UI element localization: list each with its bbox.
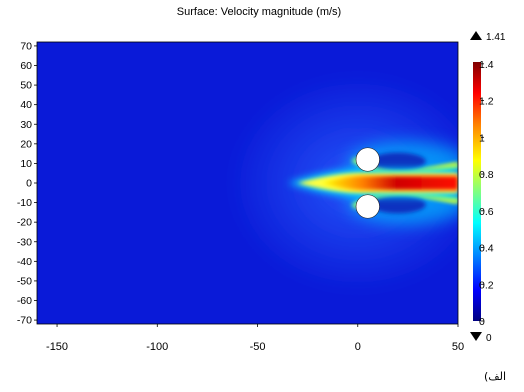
colorbar-tick-label: 0.4 <box>479 243 494 255</box>
figure-caption: الف) <box>484 370 507 383</box>
x-tick-label: -100 <box>146 341 168 353</box>
x-tick-label: 50 <box>452 341 464 353</box>
x-tick-label: -50 <box>250 341 266 353</box>
obstacle-circle-1 <box>355 147 380 172</box>
colorbar-max-arrow-icon <box>470 31 482 40</box>
colorbar-tick-label: 1.2 <box>479 96 494 108</box>
y-tick-label: 10 <box>20 158 32 170</box>
chart-title: Surface: Velocity magnitude (m/s) <box>177 6 341 18</box>
colorbar-tick-label: 1.4 <box>479 59 494 71</box>
y-tick-label: 20 <box>20 138 32 150</box>
wake-recirculation <box>369 152 426 171</box>
y-tick-label: 50 <box>20 80 32 92</box>
y-tick-label: -30 <box>17 236 32 248</box>
colorbar-ticks: 1.4 1.2 1 0.8 0.6 0.4 0.2 0 <box>479 59 494 328</box>
y-tick-label: 60 <box>20 60 32 72</box>
y-axis: 70 60 50 40 30 20 10 0 -10 -20 -30 -40 -50 -60 -70 <box>17 40 37 327</box>
y-tick-label: 40 <box>20 99 32 111</box>
colorbar-tick-label: 0.8 <box>479 169 494 181</box>
colorbar-max-label: 1.41 <box>486 32 506 43</box>
wake-recirculation <box>369 195 426 214</box>
y-tick-label: -50 <box>17 275 32 287</box>
jet-core <box>321 175 458 191</box>
colorbar <box>473 62 481 321</box>
y-tick-label: -20 <box>17 217 32 229</box>
x-axis: -150 -100 -50 0 50 <box>46 324 464 353</box>
colorbar-tick-label: 0.6 <box>479 206 494 218</box>
plot-area <box>37 42 458 324</box>
colorbar-tick-label: 0.2 <box>479 279 494 291</box>
y-tick-label: -10 <box>17 197 32 209</box>
colorbar-min-arrow-icon <box>470 332 482 341</box>
x-tick-label: 0 <box>355 341 361 353</box>
obstacle-circle-2 <box>355 194 380 219</box>
colorbar-min-label: 0 <box>486 333 492 344</box>
y-tick-label: 70 <box>20 40 32 52</box>
y-tick-label: -70 <box>17 315 32 327</box>
colorbar-tick-label: 1 <box>479 132 485 144</box>
y-tick-label: 0 <box>26 178 32 190</box>
x-tick-label: -150 <box>46 341 68 353</box>
y-tick-label: -40 <box>17 256 32 268</box>
y-tick-label: 30 <box>20 119 32 131</box>
colorbar-tick-label: 0 <box>479 316 485 328</box>
y-tick-label: -60 <box>17 295 32 307</box>
